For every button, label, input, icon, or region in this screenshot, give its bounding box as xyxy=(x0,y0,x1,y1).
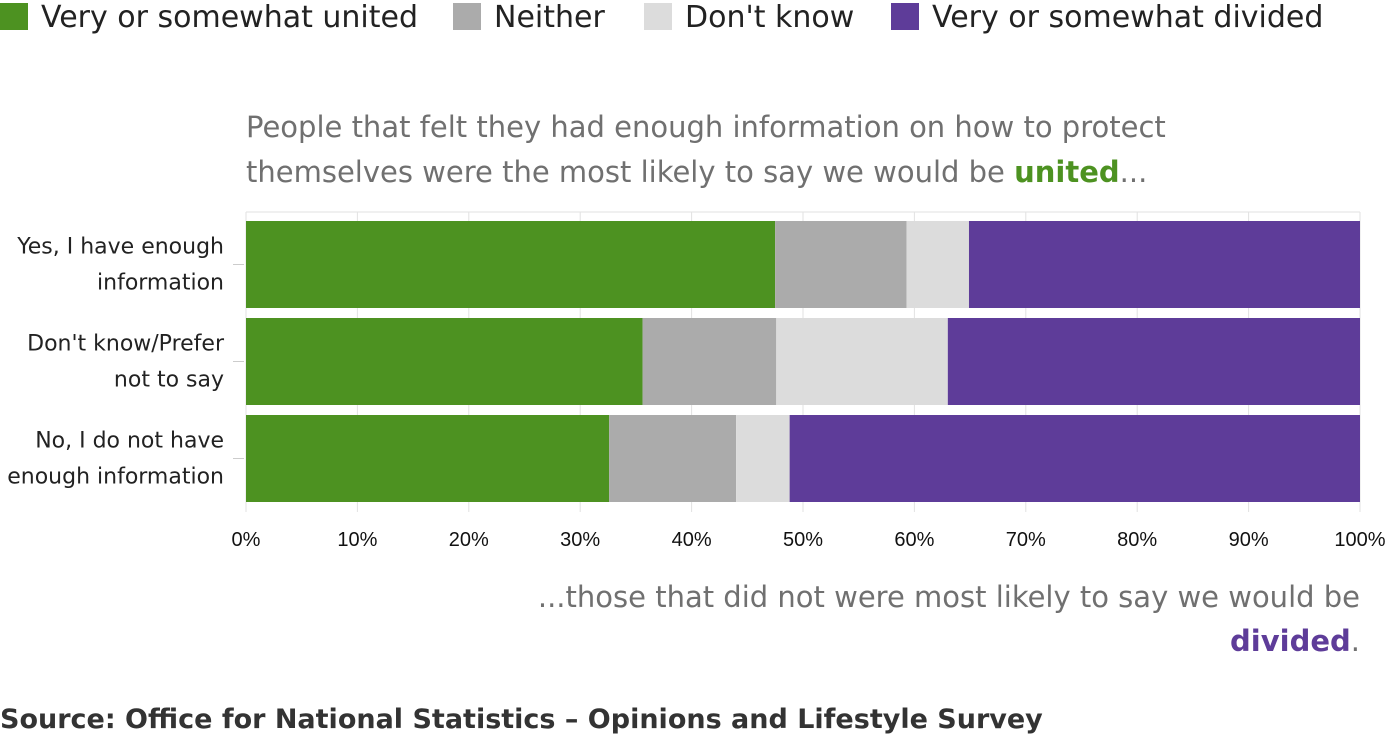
category-label: Don't know/Prefer not to say xyxy=(27,332,225,393)
annotation-line: ...those that did not were most likely t… xyxy=(538,580,1360,614)
annotation-text: People that felt they had enough informa… xyxy=(246,110,1166,144)
annotation-line: themselves were the most likely to say w… xyxy=(246,155,1147,189)
bottom-annotation: ...those that did not were most likely t… xyxy=(538,580,1360,658)
x-tick-label: 90% xyxy=(1229,529,1269,551)
x-tick-label: 0% xyxy=(232,529,261,551)
bar-segment-very-or-somewhat-divided xyxy=(789,415,1360,502)
x-tick-label: 60% xyxy=(894,529,934,551)
bar-segment-very-or-somewhat-united xyxy=(246,221,776,308)
bars xyxy=(246,221,1360,502)
bar-segment-neither xyxy=(609,415,737,502)
bar-segment-don-t-know xyxy=(736,415,790,502)
category-label-line: Yes, I have enough xyxy=(16,235,224,260)
bar-segment-very-or-somewhat-united xyxy=(246,415,610,502)
legend-swatch xyxy=(644,3,672,30)
annotation-line: divided. xyxy=(1230,624,1360,658)
legend-label: Very or somewhat united xyxy=(41,0,418,35)
legend-label: Don't know xyxy=(685,0,854,35)
legend-label: Very or somewhat divided xyxy=(932,0,1323,35)
category-axis: Yes, I have enough information Don't know/… xyxy=(7,235,244,490)
x-tick-label: 80% xyxy=(1117,529,1157,551)
x-tick-label: 70% xyxy=(1006,529,1046,551)
legend-item-very-or-somewhat-united: Very or somewhat united xyxy=(0,0,418,35)
category-label: No, I do not have enough information xyxy=(7,429,224,490)
x-tick-label: 30% xyxy=(560,529,600,551)
annotation-text: ...those that did not were most likely t… xyxy=(538,580,1360,614)
annotation-text: ... xyxy=(1120,155,1148,189)
x-tick-label: 100% xyxy=(1334,529,1385,551)
category-label-line: No, I do not have xyxy=(35,429,224,454)
category-label-line: Don't know/Prefer xyxy=(27,332,225,357)
x-tick-label: 10% xyxy=(337,529,377,551)
legend-swatch xyxy=(891,3,919,30)
annotation-text: themselves were the most likely to say w… xyxy=(246,155,1014,189)
category-label: Yes, I have enough information xyxy=(16,235,224,296)
bar-segment-very-or-somewhat-divided xyxy=(968,221,1360,308)
bar-segment-neither xyxy=(775,221,907,308)
bar-segment-don-t-know xyxy=(906,221,969,308)
source-note: Source: Office for National Statistics –… xyxy=(0,704,1043,735)
x-axis: 0% 10% 20% 30% 40% 50% 60% 70% 80% 90% 100% xyxy=(232,529,1386,551)
category-label-line: not to say xyxy=(114,368,224,393)
x-tick-label: 20% xyxy=(449,529,489,551)
x-tick-label: 40% xyxy=(672,529,712,551)
legend-label: Neither xyxy=(494,0,605,35)
legend-item-very-or-somewhat-divided: Very or somewhat divided xyxy=(891,0,1323,35)
legend: Very or somewhat united Neither Don't know… xyxy=(0,0,1323,35)
bar-segment-neither xyxy=(642,318,777,405)
annotation-line: People that felt they had enough informa… xyxy=(246,110,1166,144)
legend-item-neither: Neither xyxy=(453,0,605,35)
category-label-line: information xyxy=(97,271,224,296)
annotation-text: . xyxy=(1351,624,1360,658)
annotation-highlight: divided xyxy=(1230,624,1351,658)
category-label-line: enough information xyxy=(7,465,224,490)
legend-swatch xyxy=(0,3,28,30)
bar-segment-very-or-somewhat-divided xyxy=(947,318,1360,405)
x-tick-label: 50% xyxy=(783,529,823,551)
legend-swatch xyxy=(453,3,481,30)
annotation-highlight: united xyxy=(1014,155,1120,189)
legend-item-don-t-know: Don't know xyxy=(644,0,854,35)
bar-segment-very-or-somewhat-united xyxy=(246,318,643,405)
bar-segment-don-t-know xyxy=(776,318,948,405)
top-annotation: People that felt they had enough informa… xyxy=(246,110,1166,189)
